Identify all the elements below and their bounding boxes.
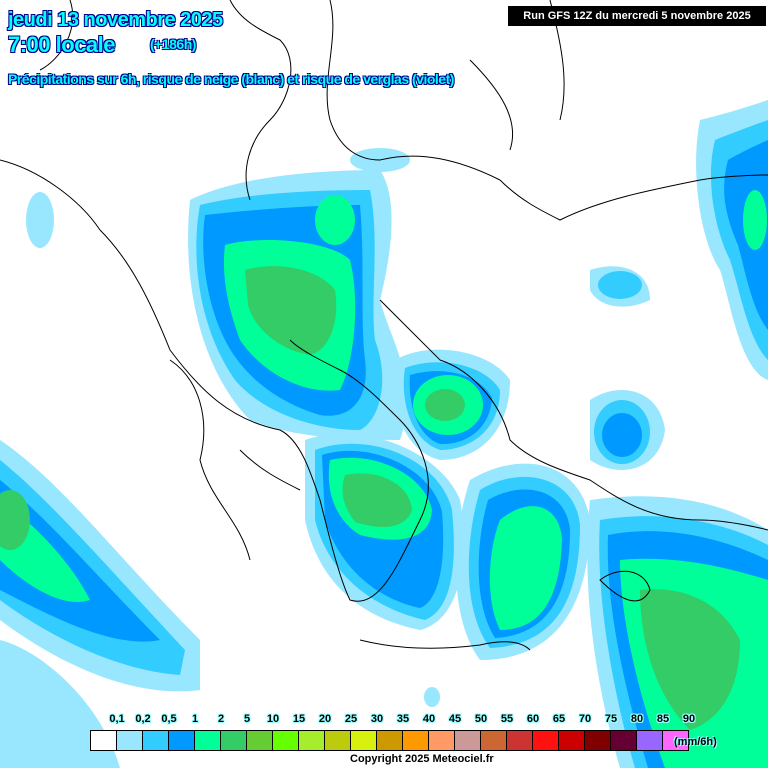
legend-swatch bbox=[299, 731, 325, 750]
legend-label: 55 bbox=[500, 713, 514, 725]
legend-swatch bbox=[143, 731, 169, 750]
legend-label: 90 bbox=[682, 713, 696, 725]
legend-label: 10 bbox=[266, 713, 280, 725]
legend-label: 40 bbox=[422, 713, 436, 725]
legend-label: 0,5 bbox=[161, 713, 177, 725]
legend-label: 75 bbox=[604, 713, 618, 725]
legend-swatch bbox=[377, 731, 403, 750]
color-legend bbox=[90, 730, 689, 751]
legend-label: 0,2 bbox=[135, 713, 151, 725]
legend-label: 50 bbox=[474, 713, 488, 725]
legend-label: 80 bbox=[630, 713, 644, 725]
legend-swatch bbox=[325, 731, 351, 750]
legend-label: 60 bbox=[526, 713, 540, 725]
legend-label: 45 bbox=[448, 713, 462, 725]
legend-label: 35 bbox=[396, 713, 410, 725]
legend-swatch bbox=[117, 731, 143, 750]
run-info: Run GFS 12Z du mercredi 5 novembre 2025 bbox=[508, 6, 766, 26]
legend-swatch bbox=[351, 731, 377, 750]
legend-swatch bbox=[533, 731, 559, 750]
legend-label: 20 bbox=[318, 713, 332, 725]
map-subtitle: Précipitations sur 6h, risque de neige (… bbox=[8, 71, 454, 87]
legend-swatch bbox=[507, 731, 533, 750]
legend-swatch bbox=[273, 731, 299, 750]
legend-swatch bbox=[611, 731, 637, 750]
copyright: Copyright 2025 Meteociel.fr bbox=[350, 753, 494, 765]
legend-label: 2 bbox=[217, 713, 225, 725]
forecast-lead-time: (+186h) bbox=[150, 36, 196, 52]
precip-green-dark bbox=[0, 266, 740, 730]
legend-unit: (mm/6h) bbox=[674, 736, 717, 748]
legend-swatch bbox=[91, 731, 117, 750]
legend-label: 0,1 bbox=[109, 713, 125, 725]
coastlines-borders bbox=[0, 0, 768, 651]
legend-swatch bbox=[429, 731, 455, 750]
legend-swatch bbox=[403, 731, 429, 750]
legend-swatch bbox=[195, 731, 221, 750]
legend-swatch bbox=[637, 731, 663, 750]
forecast-time: 7:00 locale bbox=[8, 32, 116, 57]
legend-swatch bbox=[169, 731, 195, 750]
legend-label: 30 bbox=[370, 713, 384, 725]
legend-swatch bbox=[585, 731, 611, 750]
legend-label: 1 bbox=[191, 713, 199, 725]
legend-swatch bbox=[247, 731, 273, 750]
legend-label: 25 bbox=[344, 713, 358, 725]
legend-label: 5 bbox=[243, 713, 251, 725]
forecast-date: jeudi 13 novembre 2025 bbox=[8, 9, 223, 31]
legend-swatch bbox=[559, 731, 585, 750]
legend-swatch bbox=[663, 731, 688, 750]
legend-label: 85 bbox=[656, 713, 670, 725]
legend-label: 65 bbox=[552, 713, 566, 725]
legend-swatch bbox=[481, 731, 507, 750]
legend-swatch bbox=[221, 731, 247, 750]
legend-swatch bbox=[455, 731, 481, 750]
legend-label: 70 bbox=[578, 713, 592, 725]
legend-label: 15 bbox=[292, 713, 306, 725]
